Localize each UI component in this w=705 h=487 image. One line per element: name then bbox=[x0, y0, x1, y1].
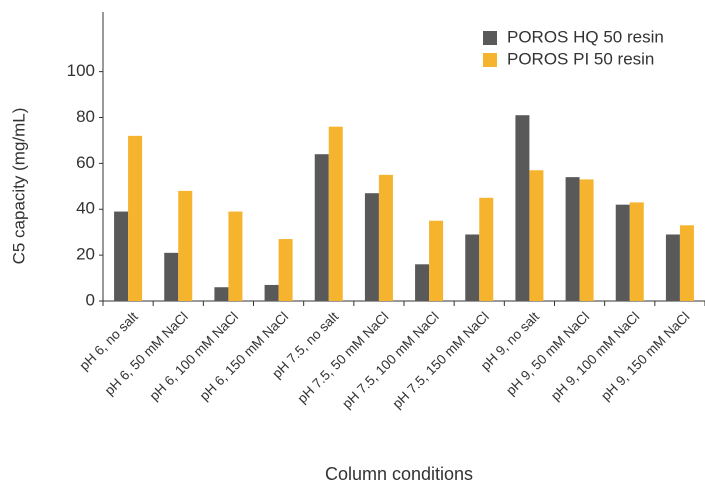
x-tick-label: pH 6, 150 mM NaCl bbox=[197, 309, 291, 403]
x-tick-label: pH 6, 50 mM NaCl bbox=[102, 309, 191, 398]
bar bbox=[314, 154, 329, 301]
bar bbox=[328, 126, 343, 301]
y-tick-label: 20 bbox=[76, 245, 95, 264]
bar bbox=[415, 264, 430, 301]
bar bbox=[228, 211, 243, 301]
y-tick-label: 80 bbox=[76, 107, 95, 126]
legend-label: POROS PI 50 resin bbox=[507, 49, 654, 68]
x-tick-label: pH 7.5, 150 mM NaCl bbox=[389, 309, 491, 411]
bar bbox=[429, 220, 444, 301]
bar bbox=[529, 170, 544, 301]
bar bbox=[515, 115, 530, 301]
bar bbox=[629, 202, 644, 301]
bar bbox=[128, 135, 143, 301]
bar bbox=[364, 193, 379, 301]
bar bbox=[164, 252, 179, 301]
bar bbox=[615, 204, 630, 301]
bar bbox=[214, 287, 229, 301]
y-tick-label: 60 bbox=[76, 153, 95, 172]
x-tick-label: pH 9, 100 mM NaCl bbox=[548, 309, 642, 403]
y-axis-label: C5 capacity (mg/mL) bbox=[9, 108, 28, 265]
bar bbox=[665, 234, 680, 301]
x-tick-label: pH 9, 150 mM NaCl bbox=[598, 309, 692, 403]
bar bbox=[178, 190, 193, 301]
x-tick-label: pH 6, 100 mM NaCl bbox=[147, 309, 241, 403]
x-tick-label: pH 7.5, 50 mM NaCl bbox=[294, 309, 391, 406]
bar bbox=[479, 197, 494, 301]
y-tick-label: 100 bbox=[67, 61, 95, 80]
x-tick-label: pH 9, 50 mM NaCl bbox=[503, 309, 592, 398]
bar bbox=[278, 239, 293, 301]
bar bbox=[579, 179, 594, 301]
bar bbox=[679, 225, 694, 301]
legend-swatch bbox=[483, 31, 497, 45]
bar bbox=[565, 177, 580, 301]
bar bbox=[465, 234, 480, 301]
legend-swatch bbox=[483, 53, 497, 67]
bar bbox=[264, 284, 279, 301]
x-tick-label: pH 7.5, 100 mM NaCl bbox=[339, 309, 441, 411]
bar bbox=[378, 174, 393, 301]
y-tick-label: 40 bbox=[76, 199, 95, 218]
legend-label: POROS HQ 50 resin bbox=[507, 27, 664, 46]
x-axis-label: Column conditions bbox=[325, 464, 473, 484]
bar bbox=[114, 211, 129, 301]
y-tick-label: 0 bbox=[86, 290, 95, 309]
